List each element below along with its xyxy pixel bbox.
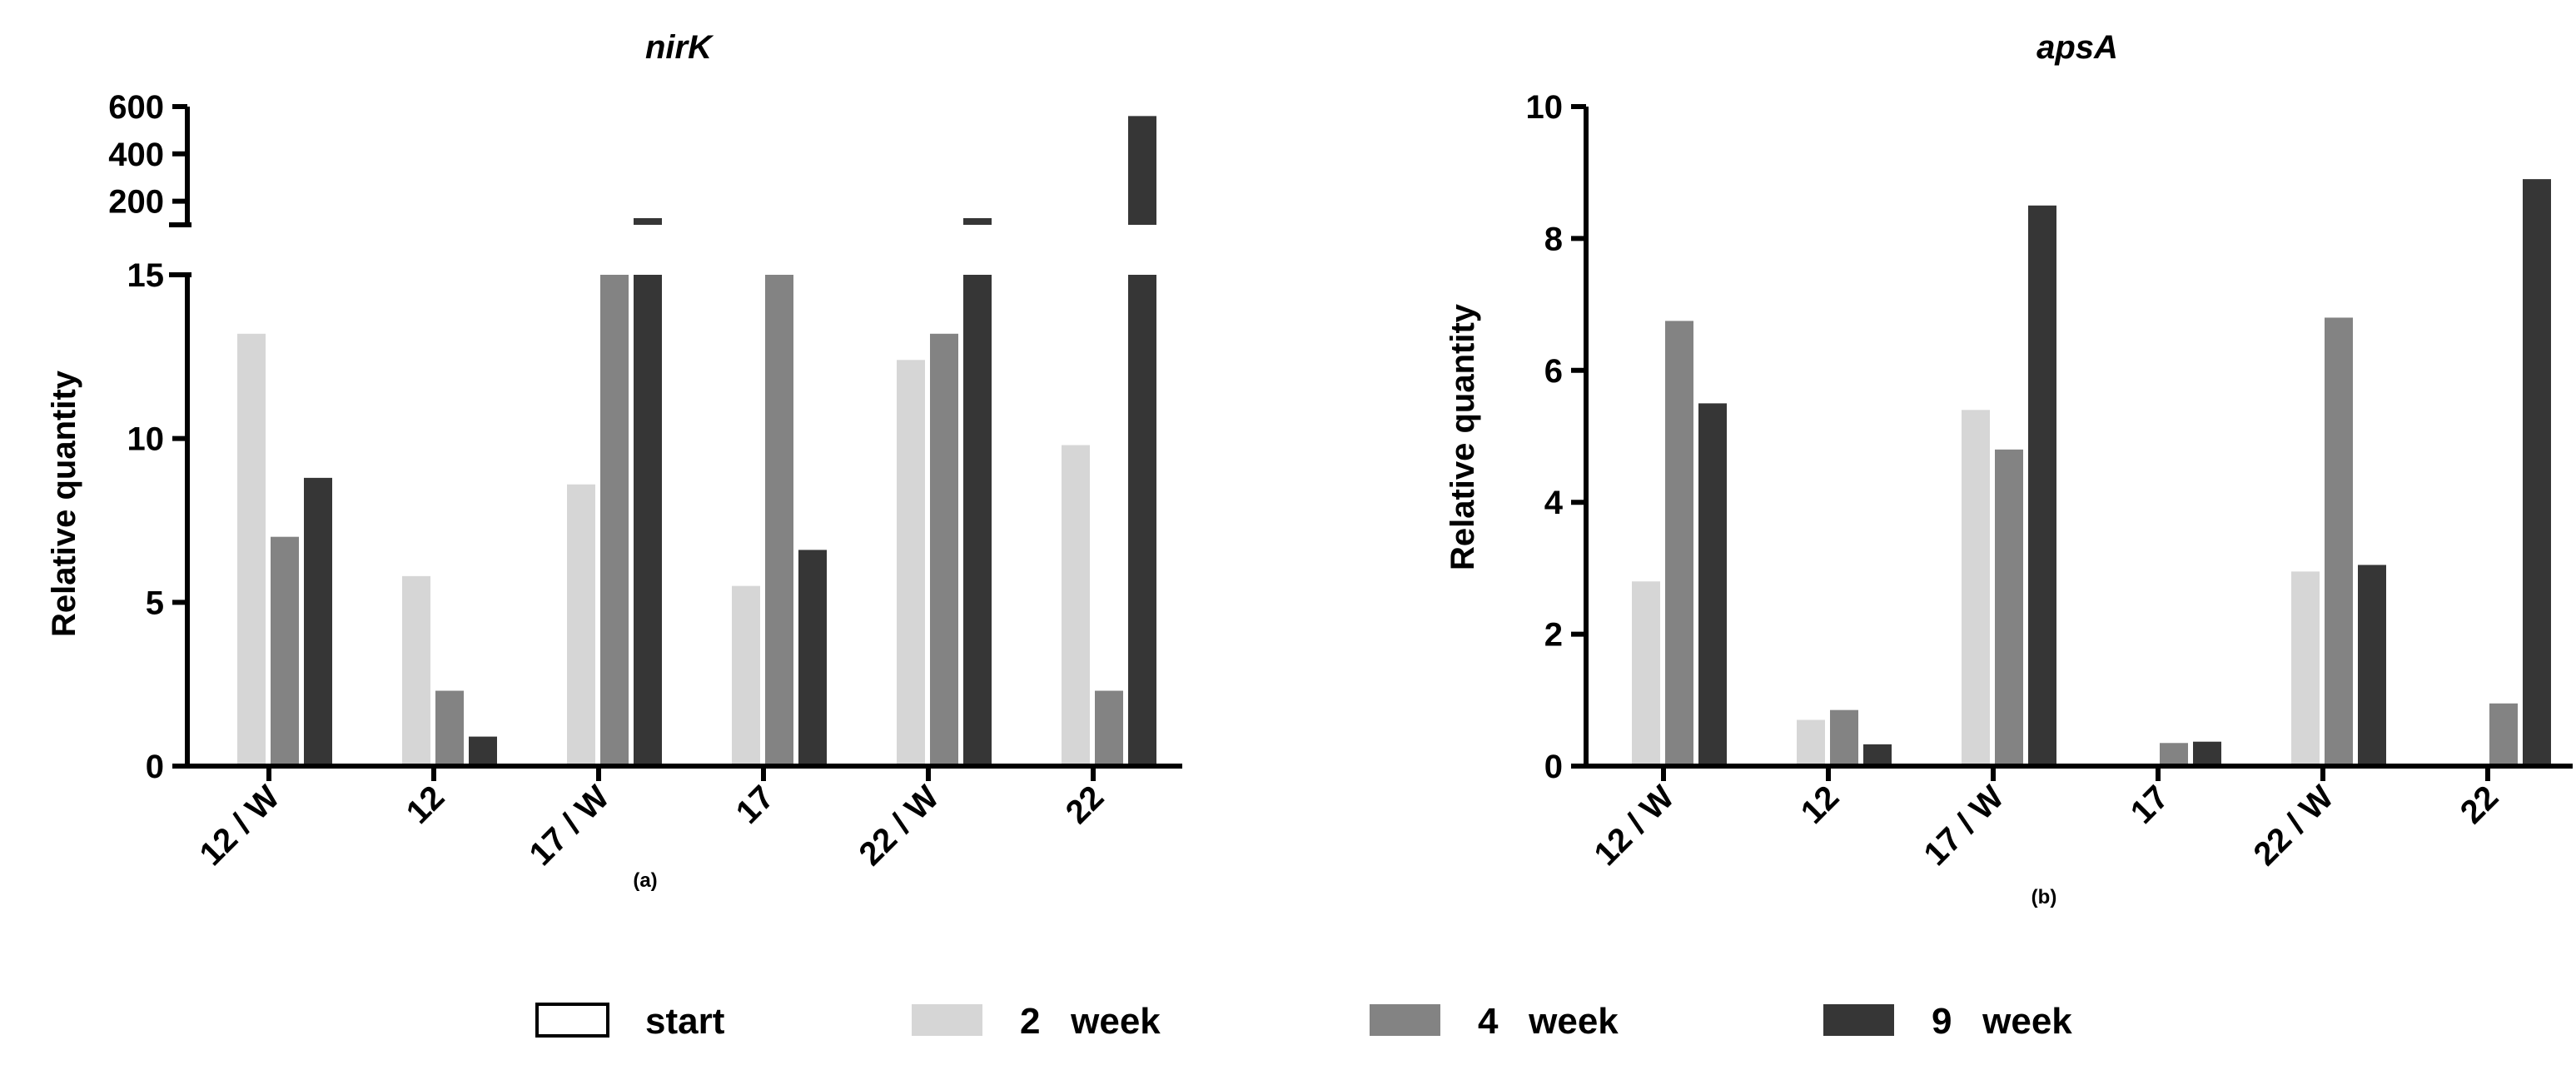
- x-tick-label-apsa-12-w: 12 / W: [1588, 779, 1682, 873]
- y-axis-label-nirk: Relative quantity: [46, 370, 82, 637]
- bar-apsa-12-2-week: [1797, 719, 1825, 766]
- y-tick-label-nirk-10: 10: [127, 421, 165, 458]
- bar-apsa-17-start: [2093, 699, 2121, 766]
- x-tick-label-nirk-17-w: 17 / W: [523, 779, 617, 873]
- bar-nirk-22-9-week-upper: [1128, 116, 1156, 225]
- bar-apsa-22-9-week: [2523, 179, 2551, 766]
- x-tick-labels-nirk: 12 / W 12 17 / W 17 22 / W 22: [193, 779, 1111, 873]
- y-tick-label-nirk-600: 600: [108, 89, 164, 126]
- panel-label-b: (b): [2031, 886, 2057, 908]
- bar-nirk-12-w-2-week: [237, 333, 266, 766]
- legend: start 2 week 4 week 9 week: [535, 1001, 2072, 1042]
- chart-title-nirk: nirK: [645, 29, 714, 66]
- chart-nirk: nirK Relative quantity (a) 0 5 10 15 200 400 6…: [46, 29, 1182, 892]
- y-tick-label-apsa-6: 6: [1544, 353, 1563, 390]
- bar-nirk-17-4-week: [765, 275, 793, 766]
- bar-nirk-22-start: [1028, 733, 1057, 766]
- bar-apsa-22-w-9-week: [2358, 565, 2386, 766]
- bar-nirk-17-w-4-week: [600, 275, 629, 766]
- axes-apsa: 0 2 4 6 8 10: [1526, 89, 2573, 785]
- bar-nirk-12-2-week: [402, 575, 430, 766]
- bar-nirk-17-start: [699, 733, 727, 766]
- bar-nirk-17-2-week: [732, 585, 760, 766]
- y-tick-label-nirk-15: 15: [127, 257, 165, 294]
- legend-swatch-4-week: [1370, 1004, 1440, 1036]
- bar-nirk-12-4-week: [435, 690, 464, 766]
- bar-nirk-22-w-start: [863, 733, 892, 766]
- bar-apsa-12-w-9-week: [1698, 403, 1727, 766]
- bar-nirk-12-9-week: [469, 736, 497, 766]
- x-tick-label-apsa-22: 22: [2454, 779, 2506, 831]
- y-tick-label-nirk-400: 400: [108, 137, 164, 173]
- bar-nirk-22-w-4-week: [930, 333, 958, 766]
- bar-nirk-12-w-9-week: [304, 477, 332, 766]
- bar-nirk-17-w-2-week: [567, 484, 595, 766]
- bar-nirk-22-9-week: [1128, 275, 1156, 766]
- y-tick-label-nirk-5: 5: [146, 585, 164, 621]
- x-tick-label-nirk-12-w: 12 / W: [193, 779, 287, 873]
- bar-apsa-17-w-2-week: [1962, 410, 1990, 766]
- legend-label-2-week: 2 week: [1020, 1001, 1161, 1042]
- y-tick-label-apsa-4: 4: [1544, 485, 1564, 521]
- x-tick-label-nirk-12: 12: [400, 779, 452, 831]
- bar-apsa-12-w-4-week: [1665, 321, 1693, 766]
- y-tick-label-nirk-200: 200: [108, 184, 164, 221]
- bar-nirk-17-w-9-week-upper: [634, 218, 662, 225]
- bar-apsa-22-w-start: [2258, 699, 2286, 766]
- legend-label-9-week: 9 week: [1932, 1001, 2072, 1042]
- y-tick-label-apsa-2: 2: [1544, 617, 1563, 654]
- chart-title-apsa: apsA: [2036, 29, 2118, 66]
- y-axis-label-apsa: Relative quantity: [1445, 303, 1481, 570]
- legend-label-4-week: 4 week: [1478, 1001, 1619, 1042]
- bar-apsa-22-4-week: [2489, 703, 2518, 766]
- bar-apsa-12-9-week: [1863, 744, 1892, 766]
- x-tick-label-apsa-22-w: 22 / W: [2247, 779, 2341, 873]
- bars-apsa: [1599, 179, 2551, 767]
- bar-nirk-17-w-start: [534, 733, 562, 766]
- bar-apsa-22-start: [2423, 699, 2451, 766]
- panel-label-a: (a): [633, 869, 657, 892]
- bar-nirk-22-w-2-week: [897, 360, 925, 766]
- bar-apsa-17-4-week: [2160, 743, 2188, 766]
- bar-nirk-22-2-week: [1062, 445, 1090, 766]
- x-tick-label-nirk-22-w: 22 / W: [853, 779, 947, 873]
- bar-apsa-12-start: [1763, 699, 1792, 766]
- legend-swatch-9-week: [1823, 1004, 1894, 1036]
- bar-nirk-12-w-start: [204, 733, 232, 766]
- bar-nirk-12-start: [369, 733, 397, 766]
- bar-apsa-17-w-start: [1928, 699, 1957, 766]
- bar-nirk-22-w-9-week-upper: [963, 218, 992, 225]
- bars-nirk: [204, 116, 1156, 766]
- x-tick-label-apsa-17-w: 17 / W: [1917, 779, 2012, 873]
- x-tick-label-apsa-17: 17: [2124, 779, 2176, 831]
- legend-swatch-start: [535, 1003, 609, 1038]
- bar-nirk-12-w-4-week: [271, 536, 299, 766]
- bar-apsa-17-w-9-week: [2028, 205, 2056, 767]
- legend-swatch-2-week: [912, 1004, 982, 1036]
- bar-nirk-17-w-9-week: [634, 275, 662, 766]
- y-tick-label-apsa-0: 0: [1544, 749, 1563, 785]
- y-tick-label-apsa-10: 10: [1526, 89, 1564, 126]
- bar-apsa-22-w-4-week: [2325, 317, 2353, 766]
- bar-nirk-22-w-9-week: [963, 275, 992, 766]
- bar-apsa-17-9-week: [2193, 741, 2221, 766]
- axes-nirk: 0 5 10 15 200 400 600: [108, 89, 1182, 785]
- x-tick-labels-apsa: 12 / W 12 17 / W 17 22 / W 22: [1588, 779, 2506, 873]
- y-tick-label-apsa-8: 8: [1544, 221, 1563, 257]
- bar-nirk-22-4-week: [1095, 690, 1123, 766]
- chart-apsa: apsA Relative quantity (b) 0 2 4 6 8 10 12 / …: [1445, 29, 2573, 908]
- y-tick-label-nirk-0: 0: [146, 749, 164, 785]
- bar-nirk-17-9-week: [798, 550, 827, 766]
- x-tick-label-apsa-12: 12: [1794, 779, 1847, 831]
- legend-label-start: start: [645, 1001, 725, 1042]
- x-tick-label-nirk-22: 22: [1059, 779, 1111, 831]
- bar-apsa-22-w-2-week: [2291, 571, 2320, 766]
- bar-apsa-12-w-start: [1599, 699, 1627, 766]
- bar-apsa-12-4-week: [1830, 709, 1858, 766]
- bar-apsa-17-w-4-week: [1995, 449, 2023, 766]
- bar-apsa-12-w-2-week: [1632, 581, 1660, 766]
- x-tick-label-nirk-17: 17: [729, 779, 782, 831]
